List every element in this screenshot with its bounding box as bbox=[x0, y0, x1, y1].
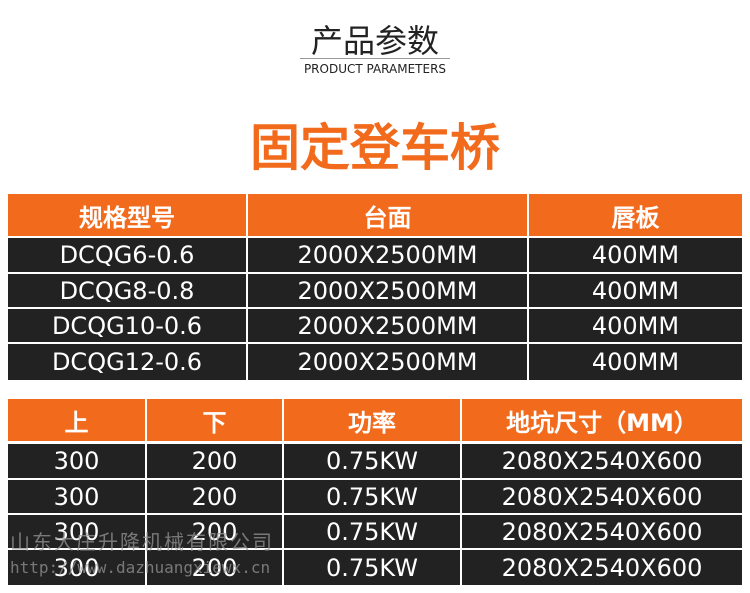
cell: 2000X2500MM bbox=[248, 309, 527, 342]
watermark-company: 山东大庄升降机械有限公司 bbox=[10, 530, 274, 554]
cell: 300 bbox=[8, 480, 145, 513]
cell: 300 bbox=[8, 444, 145, 478]
cell: 200 bbox=[147, 550, 282, 585]
cell: 0.75KW bbox=[284, 515, 460, 548]
cell: 200 bbox=[147, 515, 282, 548]
header-cell: 唇板 bbox=[529, 194, 742, 236]
cell: DCQG12-0.6 bbox=[8, 344, 246, 380]
cell: 400MM bbox=[529, 238, 742, 272]
cell: 300 bbox=[8, 515, 145, 548]
header-cell: 下 bbox=[147, 399, 282, 441]
cell: 300 bbox=[8, 550, 145, 585]
header-cell: 地坑尺寸（MM） bbox=[462, 399, 742, 441]
cell: 200 bbox=[147, 480, 282, 513]
cell: DCQG10-0.6 bbox=[8, 309, 246, 342]
watermark-url: http://www.dazhuangxiewx.cn bbox=[10, 558, 271, 577]
cell: DCQG8-0.8 bbox=[8, 274, 246, 307]
cell: 400MM bbox=[529, 344, 742, 380]
cell: 0.75KW bbox=[284, 550, 460, 585]
cell: 2000X2500MM bbox=[248, 274, 527, 307]
cell: 2080X2540X600 bbox=[462, 550, 742, 585]
cell: 0.75KW bbox=[284, 444, 460, 478]
cell: 2080X2540X600 bbox=[462, 444, 742, 478]
product-name: 固定登车桥 bbox=[250, 119, 500, 177]
cell: DCQG6-0.6 bbox=[8, 238, 246, 272]
cell: 200 bbox=[147, 444, 282, 478]
title: 产品参数 bbox=[310, 22, 439, 60]
cell: 2080X2540X600 bbox=[462, 515, 742, 548]
cell: 0.75KW bbox=[284, 480, 460, 513]
cell: 400MM bbox=[529, 274, 742, 307]
cell: 400MM bbox=[529, 309, 742, 342]
cell: 2000X2500MM bbox=[248, 238, 527, 272]
cell: 2000X2500MM bbox=[248, 344, 527, 380]
header-cell: 台面 bbox=[248, 194, 527, 236]
subtitle: PRODUCT PARAMETERS bbox=[303, 62, 447, 76]
header-cell: 规格型号 bbox=[8, 194, 246, 236]
divider bbox=[300, 58, 450, 59]
cell: 2080X2540X600 bbox=[462, 480, 742, 513]
header-cell: 上 bbox=[8, 399, 145, 441]
header-cell: 功率 bbox=[284, 399, 460, 441]
